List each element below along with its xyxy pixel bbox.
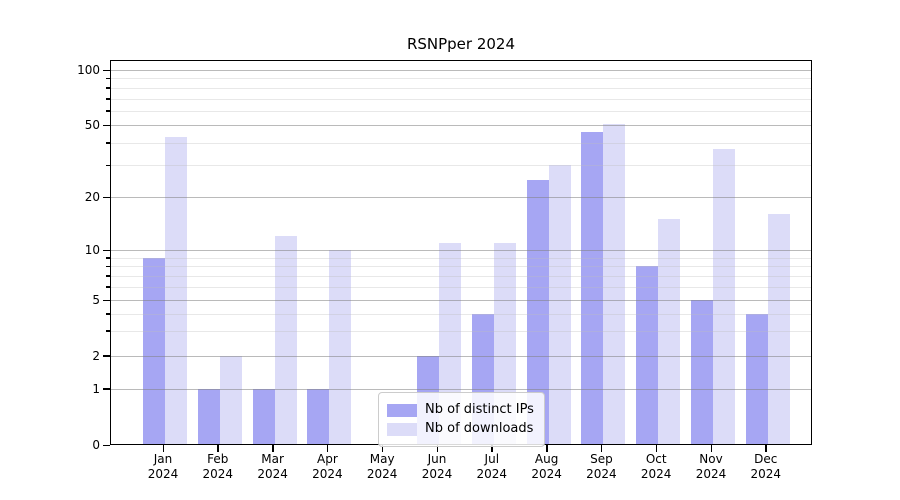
y-tick-mark — [103, 69, 110, 71]
y-minor-tick-mark — [106, 77, 110, 80]
x-tick-mark — [381, 445, 384, 452]
bar-ips-mar — [252, 388, 275, 445]
x-tick-mark — [217, 445, 219, 452]
major-gridline — [110, 70, 812, 71]
bar-ips-sep — [581, 131, 604, 445]
y-minor-tick-mark — [106, 98, 110, 100]
y-tick-mark — [103, 196, 110, 198]
y-tick-label: 50 — [84, 118, 100, 133]
major-gridline — [110, 300, 812, 301]
bar-downloads-feb — [219, 355, 242, 445]
legend-entry-distinct-ips: Nb of distinct IPs — [387, 402, 534, 418]
minor-gridline — [110, 98, 812, 100]
minor-gridline — [110, 87, 812, 89]
x-tick-mark — [655, 445, 658, 452]
legend-swatch-downloads — [387, 422, 417, 436]
y-minor-tick-mark — [106, 257, 110, 259]
bar-ips-aug — [526, 179, 549, 445]
y-tick-mark — [103, 299, 110, 301]
legend: Nb of distinct IPs Nb of downloads — [378, 392, 545, 447]
x-tick-mark — [272, 445, 274, 452]
y-minor-tick-mark — [106, 142, 110, 144]
y-tick-label: 10 — [84, 243, 100, 257]
y-minor-tick-mark — [106, 313, 110, 315]
x-tick-mark — [600, 445, 603, 452]
minor-gridline — [110, 266, 812, 268]
y-tick-label: 5 — [92, 293, 100, 307]
bar-downloads-dec — [767, 214, 790, 445]
x-tick-label-jul: Jul 2024 — [476, 452, 508, 481]
bar-downloads-nov — [713, 148, 735, 445]
x-tick-label-jun: Jun 2024 — [421, 452, 453, 481]
minor-gridline — [110, 165, 812, 167]
x-tick-mark — [546, 445, 548, 452]
y-tick-label: 100 — [77, 63, 100, 77]
y-tick-mark — [103, 355, 110, 357]
minor-gridline — [110, 286, 812, 288]
major-gridline — [110, 250, 812, 251]
bar-ips-apr — [307, 388, 330, 445]
major-gridline — [110, 388, 812, 390]
y-minor-tick-mark — [106, 164, 110, 167]
x-tick-mark — [765, 445, 767, 452]
bar-ips-feb — [197, 388, 220, 445]
bar-downloads-apr — [329, 250, 352, 445]
minor-gridline — [110, 78, 812, 80]
x-tick-label-dec: Dec 2024 — [750, 452, 782, 481]
y-minor-tick-mark — [106, 330, 110, 332]
legend-label-downloads: Nb of downloads — [425, 421, 534, 436]
bar-downloads-mar — [274, 236, 297, 445]
x-tick-label-mar: Mar 2024 — [257, 452, 288, 481]
y-tick-label: 1 — [92, 381, 100, 396]
x-tick-mark — [162, 445, 164, 452]
y-minor-tick-mark — [106, 110, 110, 112]
legend-swatch-distinct-ips — [387, 403, 417, 417]
minor-gridline — [110, 142, 812, 144]
major-gridline — [110, 125, 812, 127]
minor-gridline — [110, 313, 812, 315]
y-tick-mark — [103, 444, 110, 446]
y-tick-label: 2 — [92, 348, 100, 363]
x-tick-label-sep: Sep 2024 — [586, 452, 617, 481]
x-tick-label-apr: Apr 2024 — [312, 452, 343, 481]
bar-downloads-jan — [165, 137, 187, 445]
minor-gridline — [110, 257, 812, 259]
y-tick-mark — [103, 388, 110, 390]
bar-ips-nov — [691, 300, 713, 445]
x-tick-mark — [491, 445, 493, 452]
legend-label-distinct-ips: Nb of distinct IPs — [425, 402, 534, 417]
y-minor-tick-mark — [106, 275, 110, 277]
x-tick-label-may: May 2024 — [366, 452, 398, 481]
y-minor-tick-mark — [106, 265, 110, 268]
major-gridline — [110, 355, 812, 357]
y-tick-mark — [103, 249, 110, 251]
x-tick-label-oct: Oct 2024 — [640, 452, 672, 481]
bar-ips-dec — [745, 313, 768, 445]
bar-downloads-aug — [548, 165, 571, 445]
minor-gridline — [110, 275, 812, 277]
y-tick-label: 20 — [84, 190, 100, 204]
bar-downloads-oct — [658, 218, 681, 445]
minor-gridline — [110, 330, 812, 332]
x-tick-mark — [710, 445, 712, 452]
x-tick-label-feb: Feb 2024 — [202, 452, 234, 481]
major-gridline — [110, 197, 812, 198]
legend-entry-downloads: Nb of downloads — [387, 421, 534, 437]
x-tick-label-nov: Nov 2024 — [695, 452, 727, 481]
x-tick-mark — [436, 445, 438, 452]
minor-gridline — [110, 110, 812, 112]
y-tick-label: 0 — [92, 438, 100, 452]
bar-ips-jan — [143, 257, 165, 445]
y-minor-tick-mark — [106, 286, 110, 288]
bar-downloads-sep — [603, 123, 626, 445]
y-minor-tick-mark — [106, 87, 110, 89]
chart-title: RSNPper 2024 — [406, 35, 516, 53]
x-tick-mark — [326, 445, 329, 452]
y-tick-mark — [103, 124, 110, 127]
x-tick-label-aug: Aug 2024 — [531, 452, 562, 481]
x-tick-label-jan: Jan 2024 — [147, 452, 179, 481]
